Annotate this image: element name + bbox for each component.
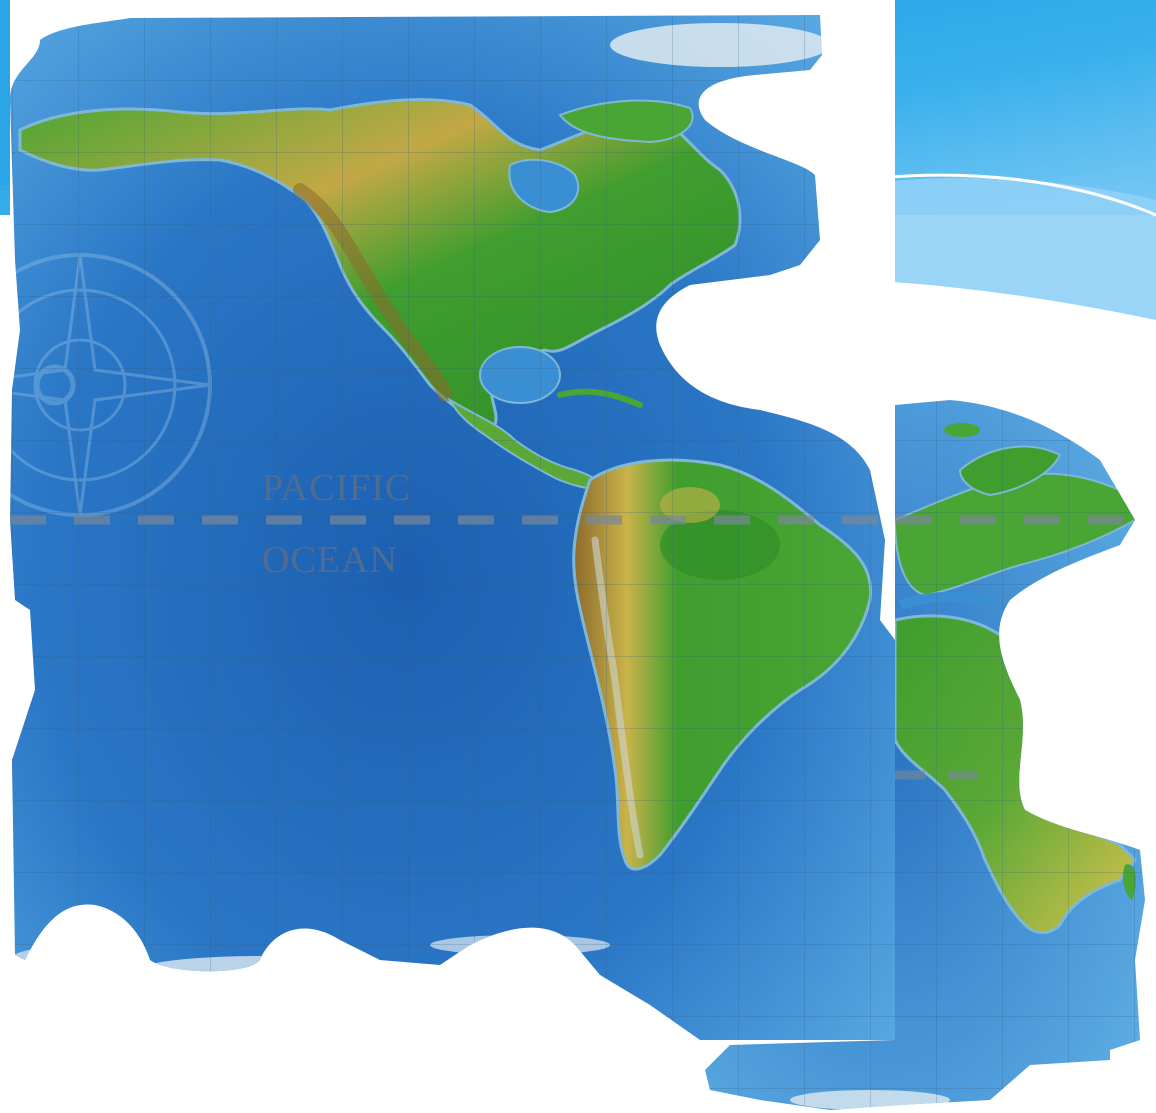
americas-map-panel: PACIFIC OCEAN [10,15,895,1040]
pacific-label-line1: PACIFIC [262,467,411,509]
pacific-label-line2: OCEAN [262,539,398,581]
